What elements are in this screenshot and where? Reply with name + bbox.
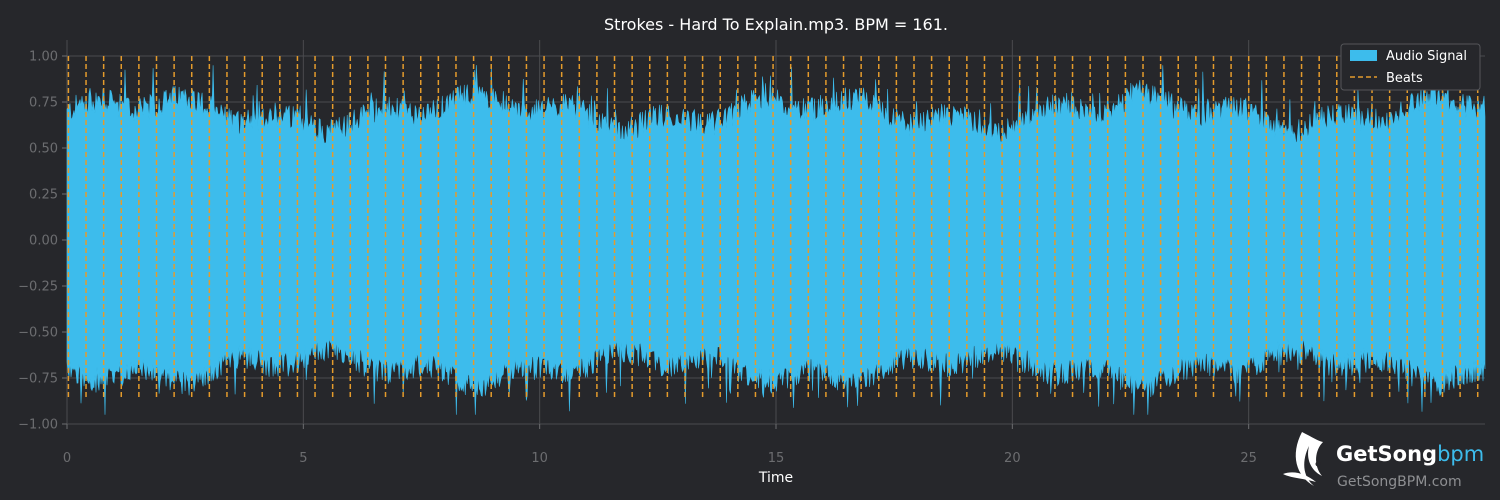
x-tick-label: 20 bbox=[1004, 451, 1021, 466]
getsongbpm-logo: GetSongbpm GetSongBPM.com bbox=[1283, 432, 1484, 490]
x-tick-label: 15 bbox=[768, 451, 785, 466]
y-tick-label: 0.25 bbox=[29, 188, 58, 203]
legend-label-signal: Audio Signal bbox=[1386, 49, 1467, 64]
legend: Audio Signal Beats bbox=[1340, 43, 1481, 91]
x-axis-title: Time bbox=[758, 470, 793, 486]
y-tick-label: 1.00 bbox=[29, 50, 58, 65]
chart-title: Strokes - Hard To Explain.mp3. BPM = 161… bbox=[604, 15, 948, 34]
y-tick-label: −0.50 bbox=[18, 326, 58, 341]
y-axis: 1.00 0.75 0.50 0.25 0.00 −0.25 −0.50 −0.75 −1.00 bbox=[18, 50, 67, 433]
legend-label-beats: Beats bbox=[1386, 71, 1423, 86]
y-tick-label: −0.25 bbox=[18, 280, 58, 295]
x-axis: 0 5 10 15 20 25 bbox=[63, 424, 1257, 466]
audio-signal-series bbox=[66, 65, 1486, 415]
x-tick-label: 5 bbox=[299, 451, 307, 466]
audio-signal-waveform bbox=[66, 65, 1486, 415]
x-tick-label: 10 bbox=[531, 451, 548, 466]
y-tick-label: 0.50 bbox=[29, 142, 58, 157]
y-tick-label: −0.75 bbox=[18, 372, 58, 387]
y-tick-label: 0.00 bbox=[29, 234, 58, 249]
y-tick-label: 0.75 bbox=[29, 96, 58, 111]
x-tick-label: 25 bbox=[1240, 451, 1257, 466]
beats-series bbox=[67, 56, 1479, 398]
logo-bird-icon bbox=[1283, 432, 1323, 486]
legend-swatch-signal bbox=[1350, 50, 1377, 61]
logo-url: GetSongBPM.com bbox=[1337, 474, 1462, 490]
x-tick-label: 0 bbox=[63, 451, 71, 466]
logo-wordmark: GetSongbpm bbox=[1336, 442, 1484, 466]
y-tick-label: −1.00 bbox=[18, 418, 58, 433]
